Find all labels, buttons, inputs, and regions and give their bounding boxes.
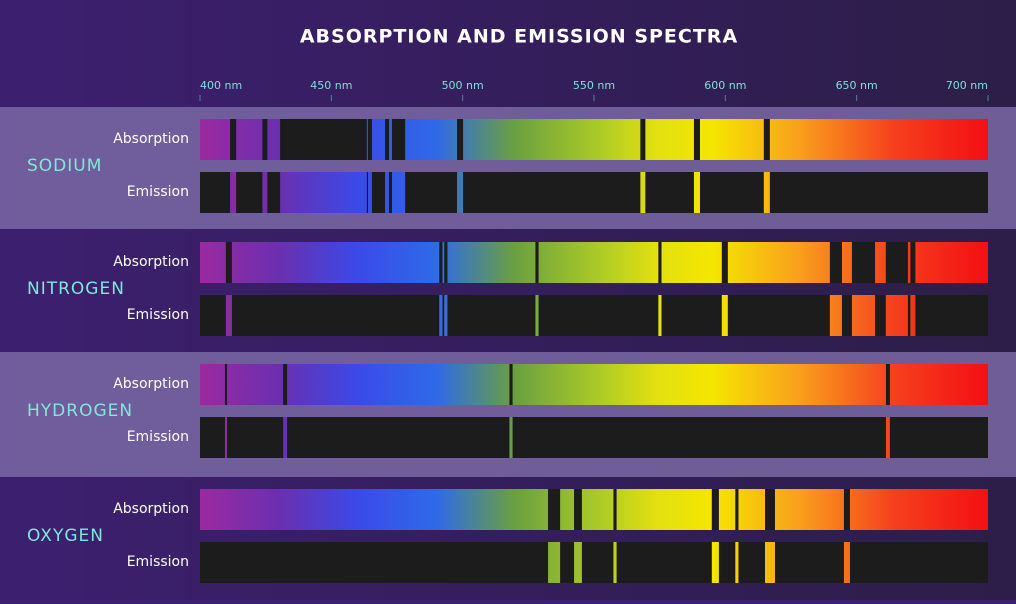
- emission-line: [613, 542, 617, 583]
- emission-line: [280, 172, 367, 213]
- emission-line: [224, 417, 228, 458]
- emission-line: [763, 172, 770, 213]
- tick-label: 700 nm: [946, 79, 988, 92]
- absorption-line: [640, 119, 646, 160]
- absorption-line: [509, 364, 513, 405]
- emission-line: [721, 295, 728, 336]
- absorption-line: [885, 364, 890, 405]
- absorption-line: [224, 364, 228, 405]
- emission-background: [200, 417, 988, 458]
- absorption-line: [262, 119, 268, 160]
- absorption-line: [457, 119, 464, 160]
- absorption-line: [444, 242, 448, 283]
- row-label: Absorption: [113, 501, 189, 517]
- absorption-line: [829, 242, 842, 283]
- tick-label: 650 nm: [836, 79, 878, 92]
- emission-line: [851, 295, 876, 336]
- tick-label: 500 nm: [442, 79, 484, 92]
- emission-line: [885, 417, 890, 458]
- emission-line: [735, 542, 739, 583]
- tick-label: 400 nm: [200, 79, 242, 92]
- emission-line: [693, 172, 700, 213]
- absorption-line: [280, 119, 367, 160]
- absorption-line: [693, 119, 700, 160]
- row-label: Emission: [127, 429, 189, 445]
- emission-line: [509, 417, 513, 458]
- emission-line: [574, 542, 582, 583]
- absorption-line: [535, 242, 539, 283]
- emission-line: [640, 172, 646, 213]
- emission-line: [535, 295, 539, 336]
- absorption-line: [283, 364, 288, 405]
- tick-label: 600 nm: [704, 79, 746, 92]
- title: ABSORPTION AND EMISSION SPECTRA: [300, 26, 738, 48]
- absorption-line: [439, 242, 443, 283]
- absorption-line: [910, 242, 916, 283]
- tick-label: 550 nm: [573, 79, 615, 92]
- absorption-line: [851, 242, 876, 283]
- absorption-line: [658, 242, 662, 283]
- emission-line: [658, 295, 662, 336]
- element-name: NITROGEN: [27, 279, 125, 299]
- emission-background: [200, 542, 988, 583]
- emission-line: [711, 542, 719, 583]
- element-name: OXYGEN: [27, 526, 104, 546]
- row-label: Emission: [127, 554, 189, 570]
- emission-line: [548, 542, 561, 583]
- row-label: Absorption: [113, 131, 189, 147]
- row-label: Emission: [127, 307, 189, 323]
- emission-line: [225, 295, 232, 336]
- absorption-spectrum: [200, 364, 988, 405]
- element-name: HYDROGEN: [27, 401, 133, 421]
- element-name: SODIUM: [27, 156, 102, 176]
- absorption-line: [230, 119, 237, 160]
- emission-line: [439, 295, 443, 336]
- emission-line: [457, 172, 464, 213]
- emission-line: [367, 172, 372, 213]
- row-label: Absorption: [113, 376, 189, 392]
- emission-line: [385, 172, 389, 213]
- absorption-line: [763, 119, 770, 160]
- absorption-line: [548, 489, 561, 530]
- tick-label: 450 nm: [310, 79, 352, 92]
- absorption-line: [225, 242, 232, 283]
- absorption-line: [613, 489, 617, 530]
- emission-line: [392, 172, 406, 213]
- emission-line: [829, 295, 842, 336]
- absorption-line: [721, 242, 728, 283]
- absorption-line: [574, 489, 582, 530]
- absorption-line: [764, 489, 775, 530]
- row-label: Absorption: [113, 254, 189, 270]
- emission-line: [230, 172, 237, 213]
- absorption-line: [385, 119, 389, 160]
- emission-line: [843, 542, 850, 583]
- absorption-line: [843, 489, 850, 530]
- emission-line: [262, 172, 268, 213]
- emission-line: [283, 417, 288, 458]
- emission-line: [444, 295, 448, 336]
- absorption-line: [367, 119, 372, 160]
- absorption-line: [735, 489, 739, 530]
- row-label: Emission: [127, 184, 189, 200]
- emission-line: [910, 295, 916, 336]
- absorption-line: [885, 242, 908, 283]
- emission-line: [764, 542, 775, 583]
- absorption-spectrum: [200, 489, 988, 530]
- absorption-line: [711, 489, 719, 530]
- emission-line: [885, 295, 908, 336]
- absorption-line: [392, 119, 406, 160]
